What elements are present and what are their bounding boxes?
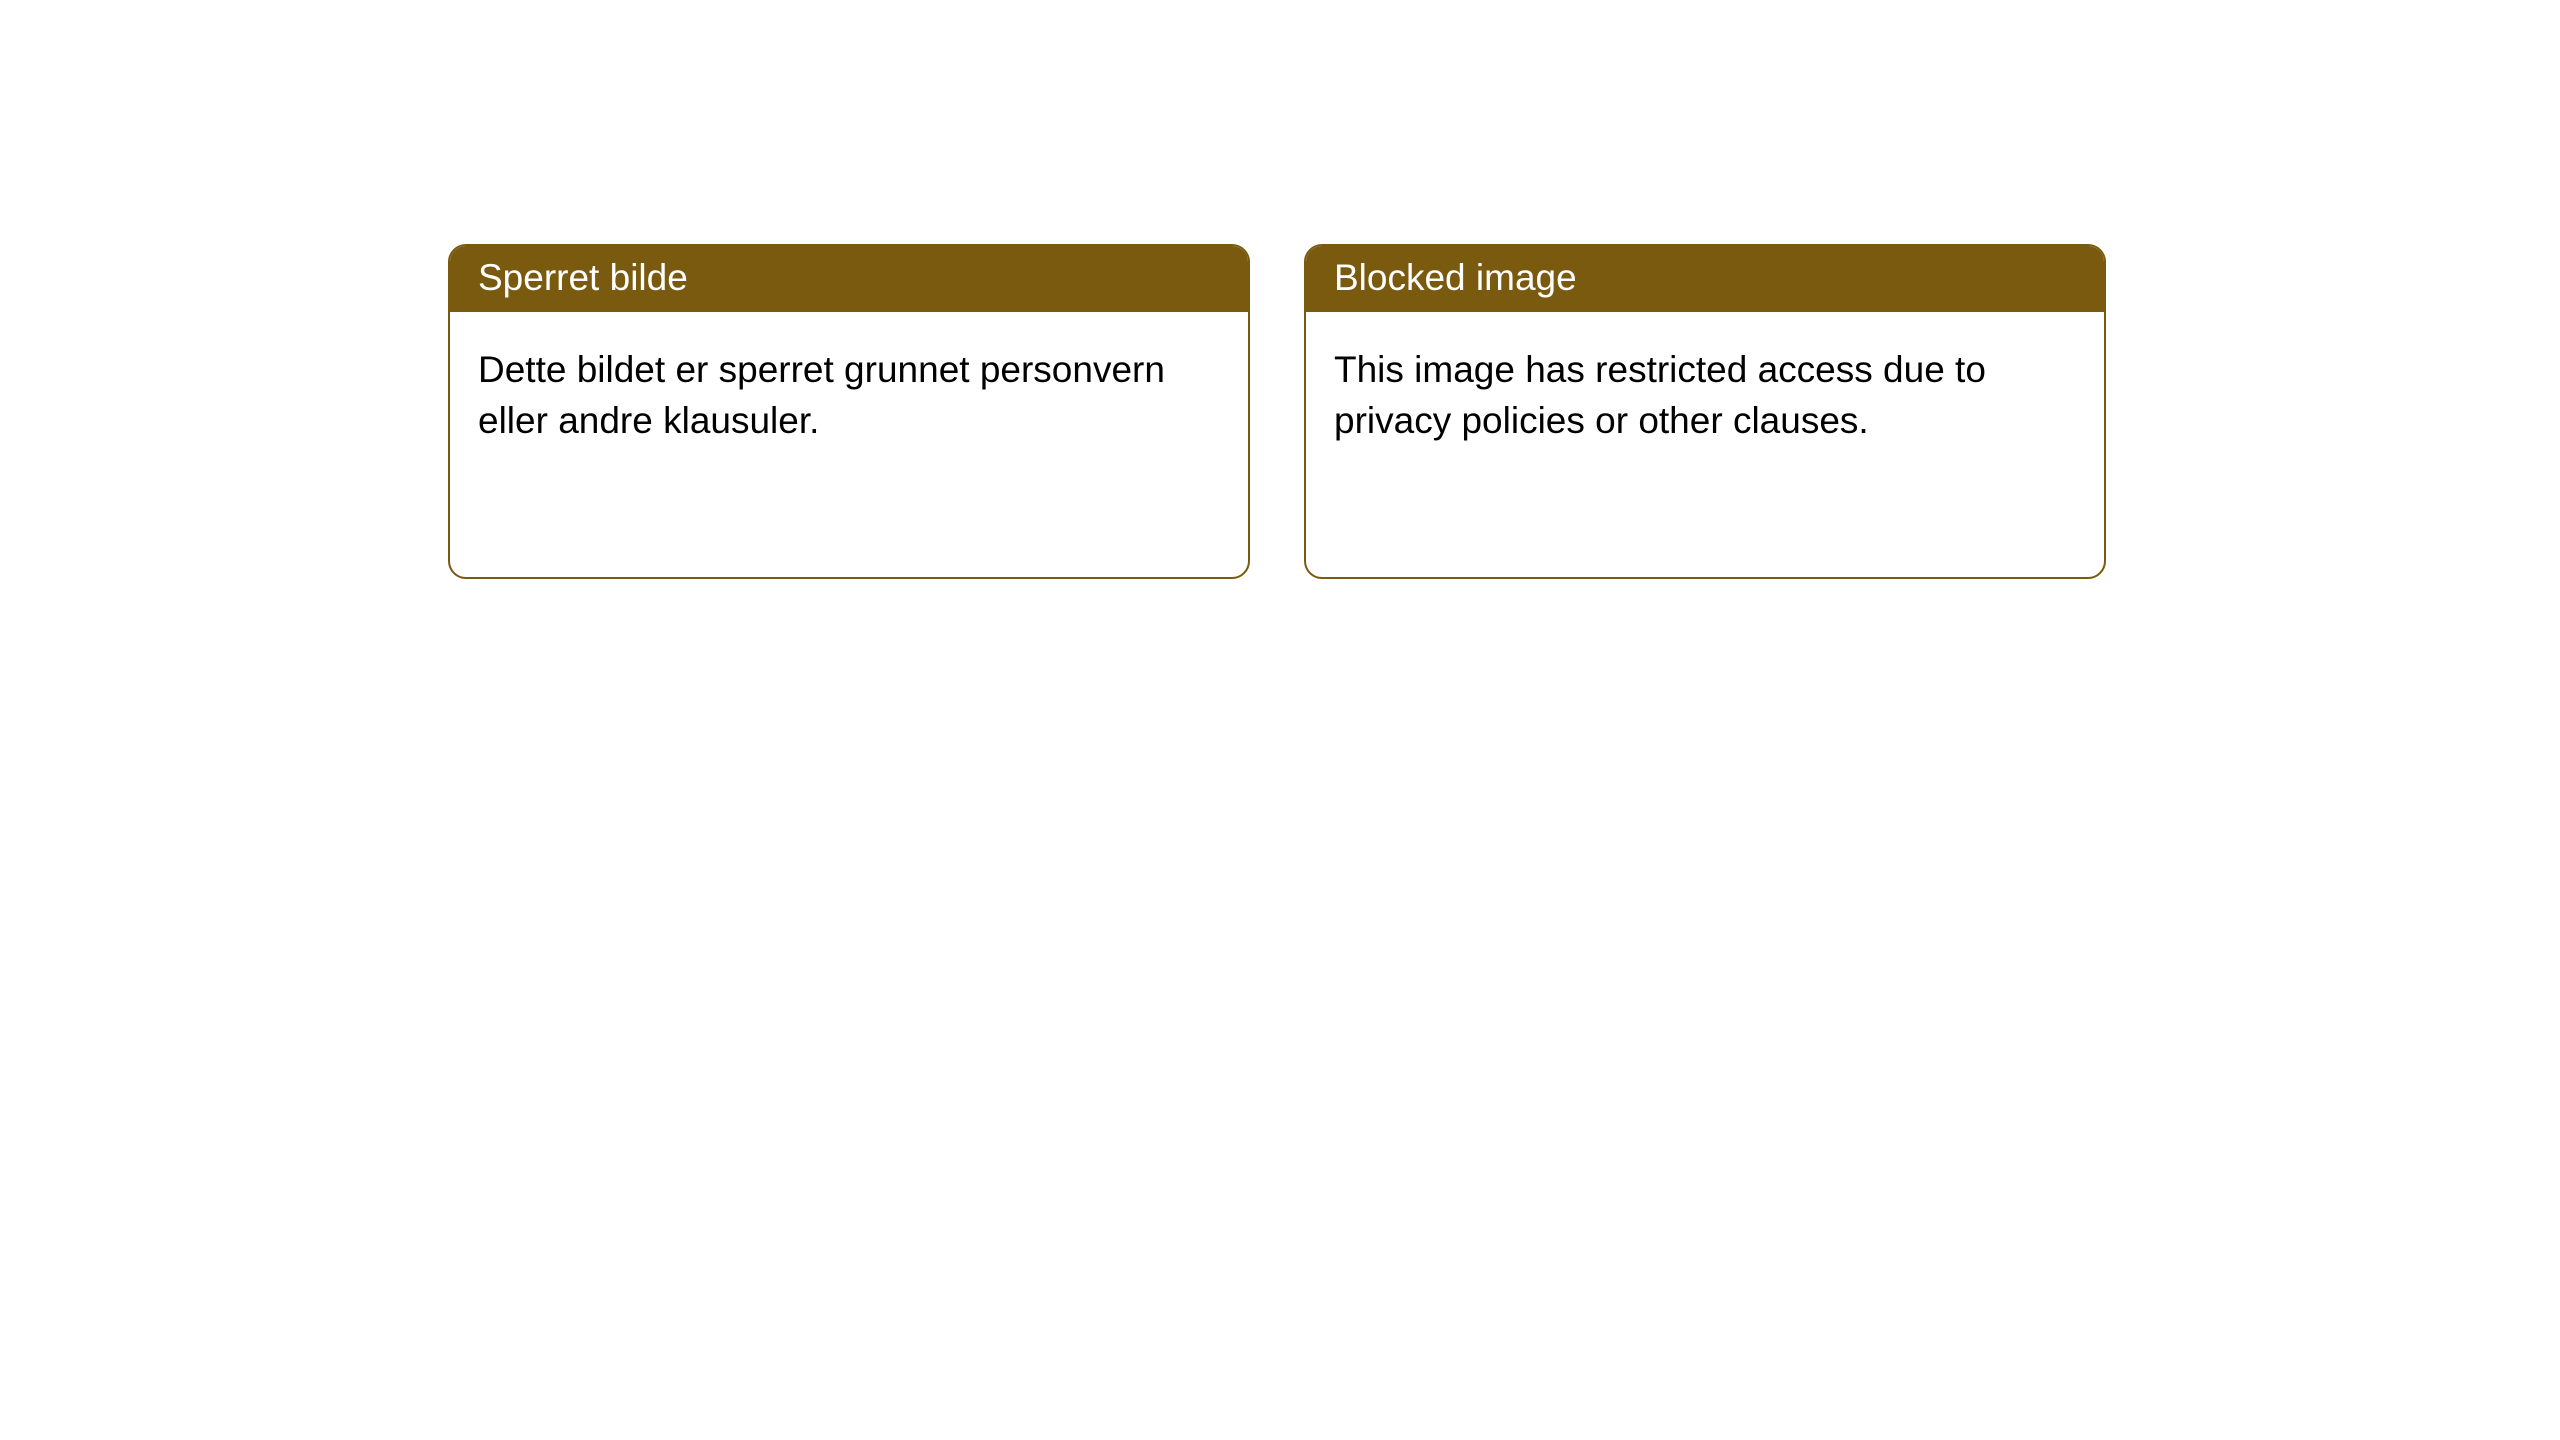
card-header: Sperret bilde	[450, 246, 1248, 312]
card-message: Dette bildet er sperret grunnet personve…	[478, 349, 1165, 441]
card-body: Dette bildet er sperret grunnet personve…	[450, 312, 1248, 478]
notice-container: Sperret bilde Dette bildet er sperret gr…	[0, 0, 2560, 579]
card-body: This image has restricted access due to …	[1306, 312, 2104, 478]
card-header: Blocked image	[1306, 246, 2104, 312]
blocked-image-card-en: Blocked image This image has restricted …	[1304, 244, 2106, 579]
card-message: This image has restricted access due to …	[1334, 349, 1986, 441]
blocked-image-card-no: Sperret bilde Dette bildet er sperret gr…	[448, 244, 1250, 579]
card-title: Blocked image	[1334, 257, 1577, 298]
card-title: Sperret bilde	[478, 257, 688, 298]
